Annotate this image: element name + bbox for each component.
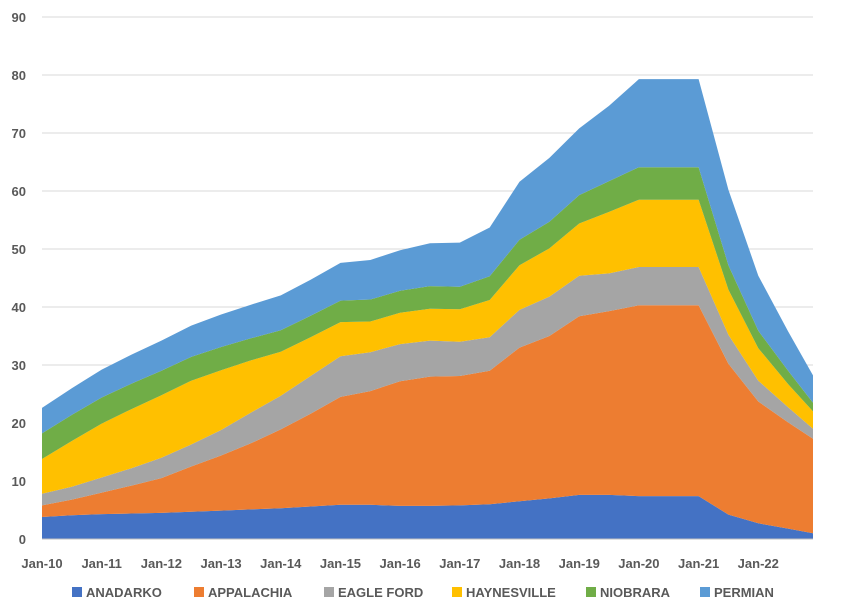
- y-tick-label: 20: [12, 416, 26, 431]
- y-tick-label: 80: [12, 68, 26, 83]
- x-tick-label: Jan-12: [141, 556, 182, 571]
- y-tick-label: 40: [12, 300, 26, 315]
- y-tick-label: 0: [19, 532, 26, 547]
- area-eagle-ford: [42, 267, 813, 506]
- x-tick-label: Jan-18: [499, 556, 540, 571]
- series-areas: [42, 79, 813, 539]
- area-haynesville: [42, 199, 813, 494]
- y-axis: 0 10 20 30 40 50 60 70 80 90: [12, 10, 26, 547]
- area-appalachia: [42, 305, 813, 534]
- x-tick-label: Jan-13: [200, 556, 241, 571]
- x-tick-label: Jan-20: [618, 556, 659, 571]
- y-tick-label: 50: [12, 242, 26, 257]
- x-tick-label: Jan-21: [678, 556, 719, 571]
- y-tick-label: 10: [12, 474, 26, 489]
- legend-label: PERMIAN: [714, 585, 774, 600]
- legend-swatch: [452, 587, 462, 597]
- x-tick-label: Jan-11: [81, 556, 121, 571]
- x-tick-label: Jan-16: [380, 556, 421, 571]
- x-tick-label: Jan-19: [559, 556, 600, 571]
- legend-swatch: [324, 587, 334, 597]
- legend-swatch: [72, 587, 82, 597]
- area-anadarko: [42, 494, 813, 539]
- x-axis: Jan-10 Jan-11 Jan-12 Jan-13 Jan-14 Jan-15 Jan-…: [21, 538, 813, 571]
- legend-label: ANADARKO: [86, 585, 162, 600]
- legend-label: EAGLE FORD: [338, 585, 423, 600]
- legend: ANADARKO APPALACHIA EAGLE FORD HAYNESVILLE N…: [72, 585, 774, 600]
- y-tick-label: 30: [12, 358, 26, 373]
- y-tick-label: 90: [12, 10, 26, 25]
- legend-swatch: [586, 587, 596, 597]
- y-tick-label: 60: [12, 184, 26, 199]
- x-tick-label: Jan-14: [260, 556, 302, 571]
- x-tick-label: Jan-15: [320, 556, 361, 571]
- legend-swatch: [194, 587, 204, 597]
- x-tick-label: Jan-22: [738, 556, 779, 571]
- legend-label: NIOBRARA: [600, 585, 671, 600]
- legend-label: APPALACHIA: [208, 585, 293, 600]
- area-permian: [42, 79, 813, 434]
- x-tick-label: Jan-10: [21, 556, 62, 571]
- legend-label: HAYNESVILLE: [466, 585, 556, 600]
- y-tick-label: 70: [12, 126, 26, 141]
- x-tick-label: Jan-17: [439, 556, 480, 571]
- legend-swatch: [700, 587, 710, 597]
